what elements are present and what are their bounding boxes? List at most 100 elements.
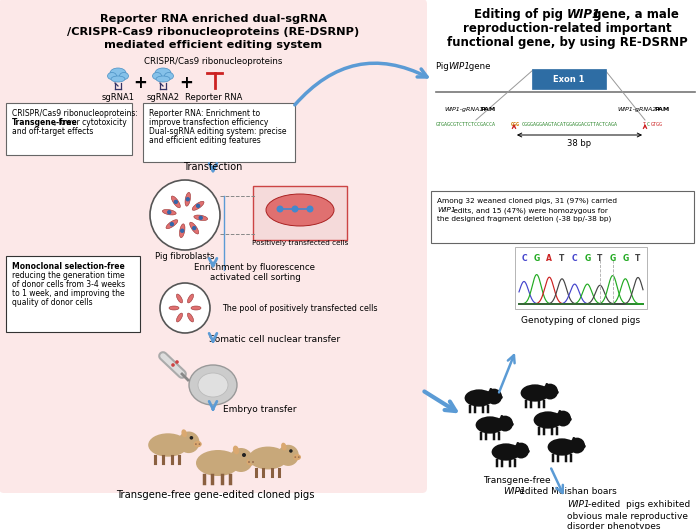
- Ellipse shape: [189, 365, 237, 405]
- Text: G: G: [533, 254, 540, 263]
- Ellipse shape: [545, 383, 549, 389]
- FancyBboxPatch shape: [253, 186, 347, 240]
- Text: C: C: [572, 254, 578, 263]
- Text: 38 bp: 38 bp: [567, 139, 591, 148]
- Text: /CRISPR-Cas9 ribonucleoproteins (RE-DSRNP): /CRISPR-Cas9 ribonucleoproteins (RE-DSRN…: [67, 27, 359, 37]
- Ellipse shape: [181, 430, 187, 437]
- Ellipse shape: [188, 294, 193, 303]
- Ellipse shape: [524, 449, 530, 453]
- Ellipse shape: [108, 72, 116, 79]
- Circle shape: [175, 360, 178, 364]
- Circle shape: [242, 453, 246, 457]
- Circle shape: [192, 226, 197, 230]
- Ellipse shape: [191, 306, 201, 310]
- Text: Pig fibroblasts: Pig fibroblasts: [155, 252, 215, 261]
- Ellipse shape: [188, 313, 193, 322]
- Text: gene: gene: [466, 62, 491, 71]
- Ellipse shape: [580, 444, 586, 449]
- Ellipse shape: [566, 417, 572, 422]
- Circle shape: [167, 210, 172, 214]
- Text: Transgene-free: Transgene-free: [12, 118, 78, 127]
- Text: G: G: [622, 254, 629, 263]
- Ellipse shape: [500, 415, 504, 421]
- Circle shape: [289, 449, 293, 453]
- Ellipse shape: [194, 215, 208, 221]
- Text: mediated efficient editing system: mediated efficient editing system: [104, 40, 322, 50]
- Text: Somatic cell nuclear transfer: Somatic cell nuclear transfer: [209, 335, 341, 344]
- Ellipse shape: [111, 76, 125, 82]
- Ellipse shape: [193, 202, 204, 211]
- Text: WIP1-gRNA1: WIP1-gRNA1: [444, 107, 483, 112]
- Circle shape: [174, 199, 178, 204]
- Text: Editing of pig: Editing of pig: [474, 8, 567, 21]
- Text: Reporter RNA: Reporter RNA: [186, 93, 243, 102]
- Ellipse shape: [156, 76, 170, 82]
- Text: WIP1-gRNA2: WIP1-gRNA2: [617, 107, 657, 112]
- Text: Dual-sgRNA editing system: precise: Dual-sgRNA editing system: precise: [149, 127, 286, 136]
- Ellipse shape: [465, 389, 493, 407]
- FancyArrowPatch shape: [424, 391, 456, 411]
- Text: Pig: Pig: [436, 62, 452, 71]
- Text: Exon 1: Exon 1: [553, 75, 584, 84]
- Circle shape: [252, 461, 254, 463]
- Ellipse shape: [293, 454, 301, 460]
- FancyBboxPatch shape: [515, 247, 647, 309]
- Text: T: T: [597, 254, 603, 263]
- Text: Among 32 weaned cloned pigs, 31 (97%) carried: Among 32 weaned cloned pigs, 31 (97%) ca…: [437, 198, 617, 205]
- Text: Transgene-free: Transgene-free: [483, 476, 551, 485]
- Circle shape: [195, 443, 197, 445]
- Text: Positively transfected cells: Positively transfected cells: [252, 240, 348, 246]
- Ellipse shape: [521, 385, 550, 402]
- Ellipse shape: [281, 443, 286, 451]
- Text: edits, and 15 (47%) were homozygous for: edits, and 15 (47%) were homozygous for: [451, 207, 608, 214]
- Ellipse shape: [120, 72, 129, 79]
- Text: Transgene-free gene-edited cloned pigs: Transgene-free gene-edited cloned pigs: [116, 490, 314, 500]
- Circle shape: [169, 222, 174, 226]
- Circle shape: [186, 197, 190, 202]
- Ellipse shape: [153, 72, 162, 79]
- Ellipse shape: [169, 306, 179, 310]
- FancyBboxPatch shape: [6, 256, 140, 332]
- FancyBboxPatch shape: [431, 191, 694, 243]
- Text: the designed fragment deletion (-38 bp/-38 bp): the designed fragment deletion (-38 bp/-…: [437, 216, 611, 223]
- Text: WIP1: WIP1: [567, 8, 601, 21]
- Text: Reporter RNA: Enrichment to: Reporter RNA: Enrichment to: [149, 109, 260, 118]
- Text: and off-target effects: and off-target effects: [12, 127, 93, 136]
- Text: Reporter RNA enriched dual-sgRNA: Reporter RNA enriched dual-sgRNA: [99, 14, 326, 24]
- Ellipse shape: [246, 459, 256, 466]
- Ellipse shape: [110, 68, 126, 78]
- Text: of donor cells from 3-4 weeks: of donor cells from 3-4 weeks: [12, 280, 125, 289]
- Circle shape: [248, 461, 250, 463]
- Circle shape: [486, 389, 502, 405]
- Ellipse shape: [190, 222, 199, 234]
- Text: improve transfection efficiency: improve transfection efficiency: [149, 118, 268, 127]
- Ellipse shape: [176, 313, 183, 322]
- FancyBboxPatch shape: [0, 0, 427, 493]
- Text: :: :: [75, 262, 78, 271]
- Text: CRISPR/Cas9 ribonucleoproteins: CRISPR/Cas9 ribonucleoproteins: [144, 57, 282, 66]
- Circle shape: [295, 456, 296, 458]
- FancyArrowPatch shape: [551, 469, 563, 493]
- Text: WIP1: WIP1: [503, 487, 526, 496]
- Ellipse shape: [196, 450, 240, 476]
- Text: T: T: [559, 254, 565, 263]
- Ellipse shape: [162, 209, 176, 215]
- Text: A: A: [547, 254, 552, 263]
- Text: C: C: [647, 122, 650, 127]
- Circle shape: [542, 384, 558, 399]
- Circle shape: [278, 445, 299, 466]
- FancyBboxPatch shape: [6, 103, 132, 155]
- Text: +: +: [179, 74, 193, 92]
- Text: disorder phenotypes: disorder phenotypes: [567, 522, 661, 529]
- Ellipse shape: [166, 220, 178, 229]
- Text: GGG: GGG: [511, 122, 520, 127]
- Text: Monoclonal selection-free: Monoclonal selection-free: [12, 262, 125, 271]
- Circle shape: [150, 180, 220, 250]
- Circle shape: [199, 443, 200, 445]
- Circle shape: [160, 283, 210, 333]
- Ellipse shape: [233, 445, 239, 454]
- Circle shape: [172, 363, 175, 367]
- Circle shape: [229, 448, 253, 472]
- Ellipse shape: [172, 196, 181, 208]
- Text: PAM: PAM: [654, 107, 669, 112]
